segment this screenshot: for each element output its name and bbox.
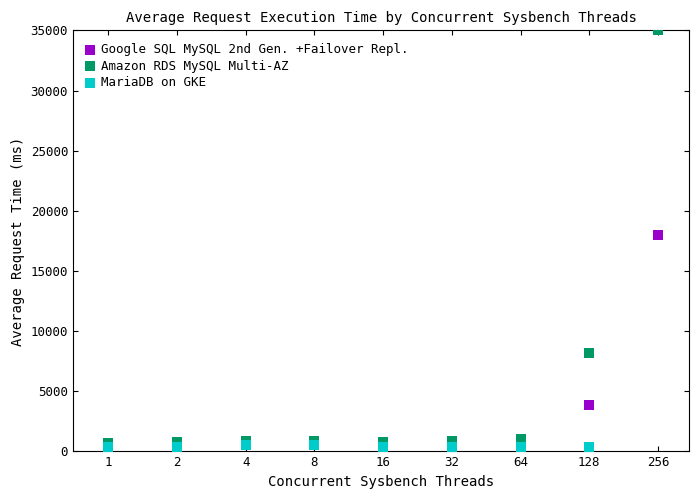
Amazon RDS MySQL Multi-AZ: [652, 26, 664, 34]
Amazon RDS MySQL Multi-AZ: [103, 439, 114, 447]
Title: Average Request Execution Time by Concurrent Sysbench Threads: Average Request Execution Time by Concur…: [125, 11, 636, 25]
MariaDB on GKE: [515, 442, 526, 450]
Amazon RDS MySQL Multi-AZ: [446, 436, 457, 444]
Amazon RDS MySQL Multi-AZ: [584, 349, 595, 357]
Y-axis label: Average Request Time (ms): Average Request Time (ms): [11, 136, 25, 346]
MariaDB on GKE: [309, 442, 320, 450]
X-axis label: Concurrent Sysbench Threads: Concurrent Sysbench Threads: [268, 475, 494, 489]
Google SQL MySQL 2nd Gen. +Failover Repl.: [584, 400, 595, 408]
MariaDB on GKE: [584, 442, 595, 450]
Amazon RDS MySQL Multi-AZ: [172, 438, 183, 446]
MariaDB on GKE: [377, 442, 388, 450]
Google SQL MySQL 2nd Gen. +Failover Repl.: [103, 446, 114, 454]
Google SQL MySQL 2nd Gen. +Failover Repl.: [652, 231, 664, 239]
MariaDB on GKE: [446, 442, 457, 450]
Amazon RDS MySQL Multi-AZ: [377, 438, 388, 446]
Legend: Google SQL MySQL 2nd Gen. +Failover Repl., Amazon RDS MySQL Multi-AZ, MariaDB on: Google SQL MySQL 2nd Gen. +Failover Repl…: [79, 36, 414, 96]
Amazon RDS MySQL Multi-AZ: [240, 436, 251, 444]
Amazon RDS MySQL Multi-AZ: [309, 436, 320, 444]
MariaDB on GKE: [240, 442, 251, 450]
MariaDB on GKE: [103, 442, 114, 450]
Amazon RDS MySQL Multi-AZ: [515, 435, 526, 443]
MariaDB on GKE: [172, 442, 183, 450]
